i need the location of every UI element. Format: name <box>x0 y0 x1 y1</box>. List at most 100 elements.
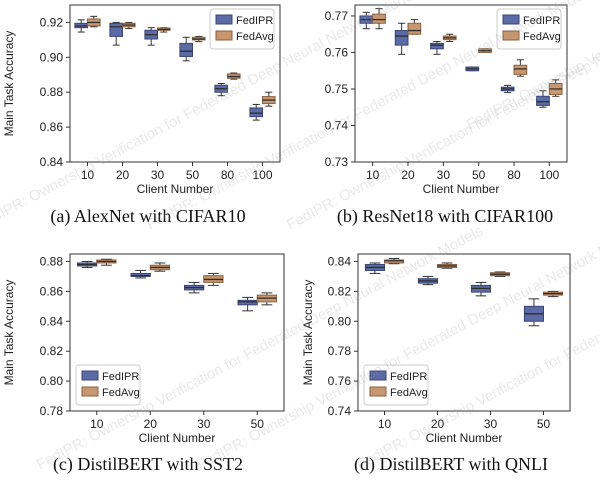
box-fedipr-100 <box>249 103 263 121</box>
y-tick-label: 0.82 <box>40 344 64 358</box>
legend-swatch-fedipr <box>81 370 99 381</box>
box-fedavg-100 <box>262 91 276 107</box>
box-fedipr-10 <box>74 19 89 33</box>
x-tick-label: 30 <box>151 168 165 182</box>
box-fedipr-20 <box>130 269 151 279</box>
x-tick-label: 50 <box>537 417 551 431</box>
legend-label-fedipr: FedIPR <box>236 15 273 27</box>
y-tick-label: 0.80 <box>40 374 64 388</box>
y-tick-label: 0.84 <box>40 314 64 328</box>
legend-swatch-fedavg <box>369 386 387 397</box>
box-fedavg-50 <box>256 292 278 306</box>
box-iqr <box>109 22 124 37</box>
legend-label-fedavg: FedAvg <box>236 31 274 43</box>
y-tick-label: 0.90 <box>40 50 64 64</box>
y-tick-label: 0.84 <box>328 254 352 268</box>
legend-label-fedipr: FedIPR <box>523 15 560 27</box>
box-fedavg-80 <box>513 59 528 77</box>
caption-a: (a) AlexNet with CIFAR10 <box>50 206 245 227</box>
legend: FedIPR FedAvg <box>209 8 275 50</box>
box-fedavg-10 <box>372 8 386 30</box>
box-iqr <box>536 95 550 106</box>
y-tick-label: 0.78 <box>40 404 64 418</box>
caption-b: (b) ResNet18 with CIFAR100 <box>337 206 553 227</box>
y-tick-label: 0.92 <box>40 15 64 29</box>
box-fedipr-50 <box>179 36 193 62</box>
box-fedipr-80 <box>500 84 515 94</box>
legend-label-fedipr: FedIPR <box>102 371 139 383</box>
legend-label-fedavg: FedAvg <box>102 387 140 399</box>
box-fedavg-20 <box>437 262 458 269</box>
legend-swatch-fedipr <box>502 14 520 25</box>
x-tick-label: 100 <box>252 168 272 182</box>
x-tick-label: 10 <box>90 417 104 431</box>
box-iqr <box>249 107 263 118</box>
x-tick-label: 80 <box>221 168 235 182</box>
x-tick-label: 20 <box>401 168 415 182</box>
x-tick-label: 20 <box>431 417 445 431</box>
y-tick-label: 0.86 <box>40 284 64 298</box>
y-tick-label: 0.76 <box>325 45 349 59</box>
x-axis-label: Client Number <box>423 182 500 196</box>
y-tick-label: 0.82 <box>328 284 352 298</box>
x-axis-label: Client Number <box>137 182 214 196</box>
y-axis-label: Main Task Accuracy <box>2 31 16 137</box>
box-fedipr-30 <box>183 281 205 294</box>
x-tick-label: 10 <box>81 168 95 182</box>
x-tick-label: 30 <box>437 168 451 182</box>
box-fedavg-30 <box>442 33 457 43</box>
plot-frame <box>69 253 285 412</box>
box-iqr <box>513 64 528 75</box>
plot-frame <box>354 4 568 163</box>
y-tick-label: 0.73 <box>325 155 349 169</box>
y-tick-label: 0.78 <box>328 344 352 358</box>
box-fedipr-50 <box>237 296 258 312</box>
box-iqr <box>407 22 422 35</box>
y-tick-label: 0.74 <box>328 404 352 418</box>
box-fedavg-20 <box>122 21 136 30</box>
legend-swatch-fedavg <box>81 386 99 397</box>
legend-swatch-fedipr <box>215 14 233 25</box>
box-fedavg-10 <box>384 257 405 265</box>
box-fedavg-10 <box>87 15 101 28</box>
x-tick-label: 50 <box>186 168 200 182</box>
x-tick-label: 20 <box>116 168 130 182</box>
box-fedavg-50 <box>192 35 206 43</box>
box-fedipr-50 <box>523 298 544 327</box>
box-fedipr-10 <box>76 260 98 268</box>
x-tick-label: 30 <box>484 417 498 431</box>
box-iqr <box>237 299 258 306</box>
y-axis-label: Main Task Accuracy <box>2 280 16 386</box>
box-iqr <box>179 42 193 57</box>
box-fedavg-30 <box>203 272 224 286</box>
y-tick-label: 0.75 <box>325 82 349 96</box>
box-fedipr-20 <box>394 22 409 55</box>
y-axis-label: Main Task Accuracy <box>301 280 315 386</box>
caption-c: (c) DistilBERT with SST2 <box>53 454 243 475</box>
x-axis-label: Client Number <box>426 431 503 445</box>
plot-frame <box>357 253 571 412</box>
legend-label-fedipr: FedIPR <box>390 371 427 383</box>
box-fedavg-100 <box>548 79 563 97</box>
legend-label-fedavg: FedAvg <box>523 31 561 43</box>
box-fedavg-30 <box>490 271 511 277</box>
y-tick-label: 0.88 <box>40 85 64 99</box>
box-fedavg-20 <box>149 262 171 272</box>
x-tick-label: 30 <box>197 417 211 431</box>
box-fedavg-50 <box>543 290 564 298</box>
box-fedipr-30 <box>144 27 158 46</box>
box-fedavg-10 <box>96 258 117 266</box>
legend-swatch-fedavg <box>502 30 520 41</box>
box-iqr <box>394 30 409 46</box>
legend-swatch-fedavg <box>215 30 233 41</box>
box-iqr <box>372 13 386 24</box>
y-tick-label: 0.74 <box>325 118 349 132</box>
caption-d: (d) DistilBERT with QNLI <box>354 454 548 475</box>
box-fedipr-50 <box>465 66 480 72</box>
x-tick-label: 50 <box>251 417 265 431</box>
